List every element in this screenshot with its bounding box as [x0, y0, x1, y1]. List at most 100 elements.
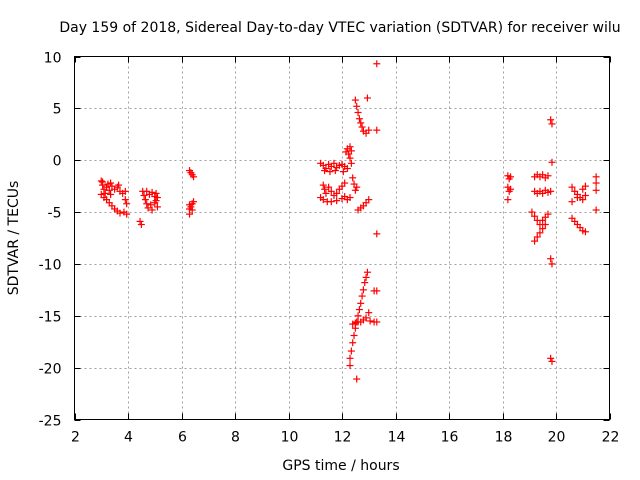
- data-point: [347, 147, 355, 155]
- data-point: [366, 317, 374, 325]
- data-point: [592, 186, 600, 194]
- data-point: [319, 181, 327, 189]
- data-point: [365, 309, 373, 317]
- data-point: [115, 181, 123, 189]
- data-point: [136, 217, 144, 225]
- data-point: [547, 187, 555, 195]
- x-tick-label: 4: [124, 430, 133, 446]
- data-point: [330, 159, 338, 167]
- data-point: [97, 177, 105, 185]
- data-point: [186, 210, 194, 218]
- data-point: [573, 194, 581, 202]
- data-point: [373, 126, 381, 134]
- data-point: [539, 225, 547, 233]
- y-tick-label: 10: [44, 51, 62, 67]
- data-point: [346, 362, 354, 370]
- data-point: [507, 185, 515, 193]
- data-point: [531, 237, 539, 245]
- data-point: [153, 203, 161, 211]
- data-point: [528, 208, 536, 216]
- data-point: [373, 230, 381, 238]
- data-point: [105, 186, 113, 194]
- y-tick-label: 5: [53, 102, 62, 118]
- data-point: [350, 331, 358, 339]
- data-point: [107, 190, 115, 198]
- data-point: [363, 268, 371, 276]
- data-point: [101, 189, 109, 197]
- data-point: [143, 200, 151, 208]
- x-tick-label: 20: [548, 430, 566, 446]
- x-tick-label: 16: [441, 430, 459, 446]
- x-tick-label: 22: [602, 430, 620, 446]
- data-point: [153, 194, 161, 202]
- data-point: [347, 159, 355, 167]
- data-point: [359, 286, 367, 294]
- x-tick-label: 8: [231, 430, 240, 446]
- data-point: [343, 165, 351, 173]
- y-tick-label: 0: [53, 154, 62, 170]
- data-point: [592, 179, 600, 187]
- data-point: [325, 183, 333, 191]
- data-point: [373, 287, 381, 295]
- x-tick-label: 6: [178, 430, 187, 446]
- data-point: [548, 357, 556, 365]
- x-tick-label: 18: [495, 430, 513, 446]
- data-point: [581, 228, 589, 236]
- data-point: [346, 154, 354, 162]
- data-point: [321, 185, 329, 193]
- data-point: [152, 189, 160, 197]
- data-point: [140, 191, 148, 199]
- data-point: [346, 143, 354, 151]
- data-point: [373, 318, 381, 326]
- data-point: [581, 182, 589, 190]
- data-point: [322, 189, 330, 197]
- data-point: [351, 186, 359, 194]
- y-axis-label: SDTVAR / TECUs: [6, 181, 22, 296]
- x-tick-label: 2: [71, 430, 80, 446]
- data-point: [333, 197, 341, 205]
- data-point: [358, 292, 366, 300]
- chart-title: Day 159 of 2018, Sidereal Day-to-day VTE…: [59, 20, 620, 36]
- x-axis: 2 4 6 8 10 12 14 16 18 20 22: [71, 56, 620, 446]
- data-point: [541, 221, 549, 229]
- y-tick-label: -15: [39, 310, 62, 326]
- data-point: [121, 196, 129, 204]
- data-points: [97, 60, 600, 383]
- data-point: [327, 198, 335, 206]
- y-tick-label: -10: [39, 258, 62, 274]
- x-axis-label: GPS time / hours: [282, 458, 399, 474]
- data-point: [147, 201, 155, 209]
- data-point: [544, 172, 552, 180]
- data-point: [188, 206, 196, 214]
- data-point: [190, 173, 198, 181]
- data-point: [504, 196, 512, 204]
- data-point: [354, 109, 362, 117]
- data-point: [365, 126, 373, 134]
- data-point: [319, 196, 327, 204]
- data-point: [353, 183, 361, 191]
- data-point: [592, 173, 600, 181]
- data-point: [123, 200, 131, 208]
- data-point: [137, 221, 145, 229]
- data-point: [373, 60, 381, 68]
- data-point: [148, 206, 156, 214]
- data-point: [321, 167, 329, 175]
- data-point: [362, 273, 370, 281]
- data-point: [346, 354, 354, 362]
- data-point: [354, 312, 362, 320]
- data-point: [533, 233, 541, 241]
- data-point: [353, 102, 361, 110]
- data-point: [357, 119, 365, 127]
- x-tick-label: 10: [281, 430, 299, 446]
- data-point: [141, 196, 149, 204]
- data-point: [536, 229, 544, 237]
- data-point: [579, 196, 587, 204]
- data-point: [349, 339, 357, 347]
- y-axis: -25 -20 -15 -10 -5 0 5 10: [39, 51, 610, 430]
- data-point: [547, 255, 555, 263]
- data-point: [581, 191, 589, 199]
- data-point: [190, 198, 198, 206]
- data-point: [339, 168, 347, 176]
- data-point: [327, 187, 335, 195]
